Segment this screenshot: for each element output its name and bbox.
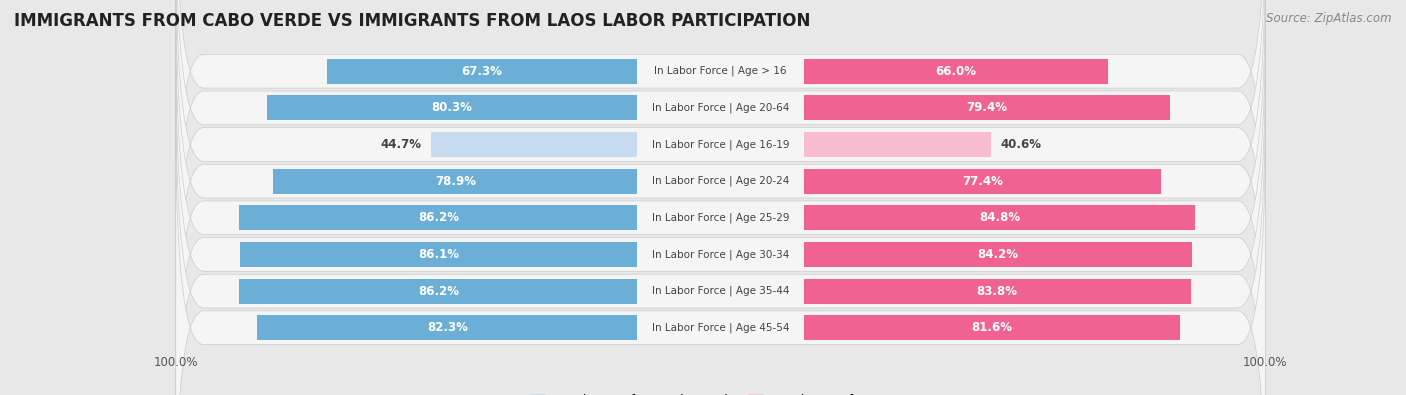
Bar: [804, 278, 1191, 303]
FancyBboxPatch shape: [176, 0, 1265, 274]
Bar: [239, 278, 637, 303]
Bar: [804, 169, 1161, 194]
Text: In Labor Force | Age > 16: In Labor Force | Age > 16: [654, 66, 787, 77]
Text: 81.6%: 81.6%: [972, 321, 1012, 334]
Text: 86.2%: 86.2%: [418, 211, 458, 224]
Text: 78.9%: 78.9%: [434, 175, 475, 188]
FancyBboxPatch shape: [176, 0, 1265, 348]
Bar: [239, 205, 637, 230]
Text: 79.4%: 79.4%: [966, 102, 1008, 115]
Text: In Labor Force | Age 20-64: In Labor Force | Age 20-64: [652, 103, 789, 113]
Bar: [257, 315, 637, 340]
FancyBboxPatch shape: [176, 0, 1265, 384]
Text: 66.0%: 66.0%: [935, 65, 977, 78]
Text: 77.4%: 77.4%: [962, 175, 1002, 188]
Text: 84.2%: 84.2%: [977, 248, 1018, 261]
Bar: [804, 59, 1108, 84]
Text: In Labor Force | Age 45-54: In Labor Force | Age 45-54: [652, 322, 789, 333]
Text: 67.3%: 67.3%: [461, 65, 502, 78]
Bar: [326, 59, 637, 84]
Text: 83.8%: 83.8%: [977, 284, 1018, 297]
Bar: [804, 205, 1195, 230]
Text: In Labor Force | Age 35-44: In Labor Force | Age 35-44: [652, 286, 789, 296]
Text: Source: ZipAtlas.com: Source: ZipAtlas.com: [1267, 12, 1392, 25]
Bar: [273, 169, 637, 194]
Text: 82.3%: 82.3%: [427, 321, 468, 334]
Bar: [432, 132, 637, 157]
Text: In Labor Force | Age 30-34: In Labor Force | Age 30-34: [652, 249, 789, 260]
Text: In Labor Force | Age 25-29: In Labor Force | Age 25-29: [652, 213, 789, 223]
Bar: [240, 242, 637, 267]
FancyBboxPatch shape: [176, 125, 1265, 395]
Legend: Immigrants from Cabo Verde, Immigrants from Laos: Immigrants from Cabo Verde, Immigrants f…: [526, 389, 915, 395]
Text: 84.8%: 84.8%: [979, 211, 1019, 224]
Bar: [804, 96, 1170, 120]
Bar: [804, 132, 991, 157]
Text: In Labor Force | Age 20-24: In Labor Force | Age 20-24: [652, 176, 789, 186]
Text: 80.3%: 80.3%: [432, 102, 472, 115]
Text: IMMIGRANTS FROM CABO VERDE VS IMMIGRANTS FROM LAOS LABOR PARTICIPATION: IMMIGRANTS FROM CABO VERDE VS IMMIGRANTS…: [14, 12, 810, 30]
Text: 40.6%: 40.6%: [1001, 138, 1042, 151]
Text: 86.1%: 86.1%: [418, 248, 460, 261]
Text: 44.7%: 44.7%: [381, 138, 422, 151]
FancyBboxPatch shape: [176, 15, 1265, 395]
FancyBboxPatch shape: [176, 88, 1265, 395]
FancyBboxPatch shape: [176, 0, 1265, 311]
Text: 86.2%: 86.2%: [418, 284, 458, 297]
Bar: [267, 96, 637, 120]
Text: In Labor Force | Age 16-19: In Labor Force | Age 16-19: [652, 139, 789, 150]
Bar: [804, 315, 1181, 340]
Bar: [804, 242, 1192, 267]
FancyBboxPatch shape: [176, 51, 1265, 395]
